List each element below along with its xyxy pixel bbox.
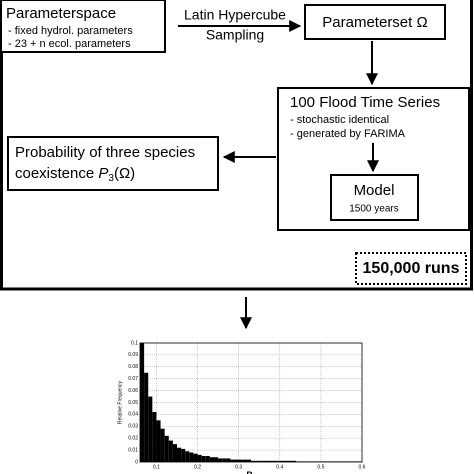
text: coexistence [15, 165, 98, 182]
arrow-label: Latin Hypercube [184, 7, 286, 23]
x-tick-label: 0.4 [276, 464, 283, 470]
bar [168, 440, 173, 462]
bar [172, 444, 177, 462]
bar [251, 460, 256, 462]
bar [214, 457, 219, 462]
arrow-label: Sampling [206, 27, 264, 43]
y-tick-label: 0 [135, 459, 138, 465]
box-title: Parameterspace [6, 5, 116, 22]
bar [238, 459, 243, 462]
bar [177, 447, 182, 462]
bar [185, 451, 190, 462]
bar [246, 459, 251, 462]
bar [160, 428, 165, 462]
x-tick-label: 0.3 [235, 464, 242, 470]
bar [267, 460, 272, 462]
bar [201, 456, 206, 462]
bar [255, 460, 260, 462]
bar [197, 454, 202, 462]
parameterspace-box [0, 0, 166, 53]
bar [189, 452, 194, 462]
box-title: 100 Flood Time Series [290, 94, 440, 111]
argument: (Ω) [114, 165, 135, 182]
y-axis-label: Relative Frequency [117, 380, 123, 424]
x-tick-label: 0.6 [359, 464, 366, 470]
probability-box [7, 136, 219, 191]
bar [152, 412, 157, 462]
bar [193, 453, 198, 462]
bar [218, 458, 223, 462]
y-tick-label: 0.1 [131, 340, 138, 346]
box-title: coexistence P3(Ω) [15, 165, 135, 184]
y-tick-label: 0.05 [128, 400, 138, 406]
bar [283, 460, 288, 462]
histogram: 0 0.01 0.02 0.03 0.04 0.05 0.06 0.07 0.08 0.09 0.1… [117, 340, 365, 474]
model-box [330, 174, 419, 221]
y-tick-label: 0.02 [128, 436, 138, 442]
box-title: Parameterset Ω [322, 14, 427, 31]
x-tick-label: 0.5 [317, 464, 324, 470]
bar [140, 343, 145, 462]
runs-box [355, 252, 467, 285]
box-title: Model [354, 182, 395, 199]
y-tick-label: 0.08 [128, 364, 138, 370]
bar [209, 457, 214, 462]
y-tick-label: 0.09 [128, 352, 138, 358]
bar [234, 459, 239, 462]
bar [259, 460, 264, 462]
bar [230, 459, 235, 462]
y-tick-label: 0.01 [128, 447, 138, 453]
x-axis-label: P3 [246, 470, 256, 474]
bar [205, 456, 210, 462]
bar [226, 458, 231, 462]
bar [144, 372, 149, 462]
subscript: 3 [108, 173, 114, 184]
box-title: Probability of three species [15, 144, 195, 161]
runs-label: 150,000 runs [363, 260, 460, 277]
symbol: P [246, 470, 252, 474]
bar [156, 420, 161, 462]
symbol: P [98, 165, 108, 182]
plot-frame [139, 342, 363, 463]
bar [164, 435, 169, 462]
box-item: - stochastic identical [290, 114, 389, 126]
bar [275, 460, 280, 462]
x-tick-label: 0.1 [153, 464, 160, 470]
bar [242, 459, 247, 462]
bar [292, 460, 297, 462]
bar [271, 460, 276, 462]
y-tick-label: 0.07 [128, 376, 138, 382]
bar [263, 460, 268, 462]
bar [148, 396, 153, 462]
y-tick-label: 0.03 [128, 424, 138, 430]
box-item: - fixed hydrol. parameters [8, 25, 133, 37]
bar [222, 458, 227, 462]
bar [279, 460, 284, 462]
parameterset-box [304, 4, 446, 40]
box-item: - generated by FARIMA [290, 128, 406, 140]
outer-frame [0, 0, 473, 291]
bar [181, 448, 186, 462]
y-tick-label: 0.04 [128, 412, 138, 418]
bar [288, 460, 293, 462]
x-tick-label: 0.2 [194, 464, 201, 470]
box-item: 1500 years [349, 204, 398, 215]
box-item: - 23 + n ecol. parameters [8, 38, 131, 50]
y-tick-label: 0.06 [128, 388, 138, 394]
